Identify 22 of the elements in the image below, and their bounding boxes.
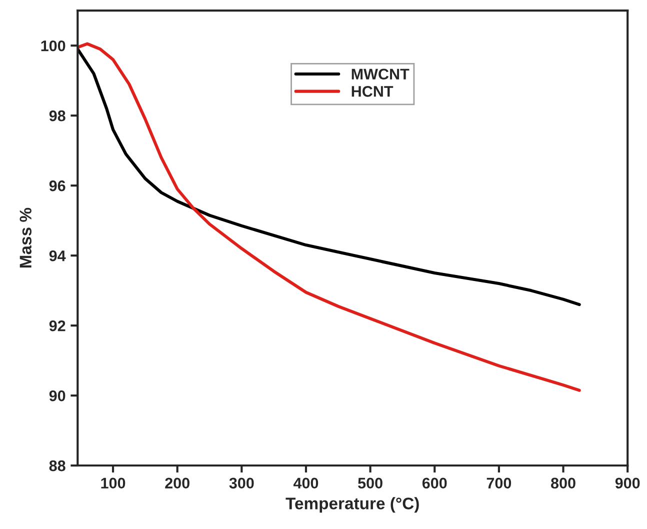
x-tick-label: 800: [551, 478, 576, 489]
y-tick-label: 88: [49, 460, 66, 472]
x-tick-label: 100: [101, 478, 126, 489]
x-tick-label: 200: [165, 478, 190, 489]
y-tick-label: 92: [49, 320, 66, 332]
y-tick-label: 90: [49, 390, 66, 402]
x-tick-label: 600: [422, 478, 447, 489]
legend-label: MWCNT: [352, 68, 410, 80]
y-tick-label: 96: [49, 180, 66, 192]
y-tick-label: 94: [49, 250, 66, 262]
x-tick-label: 500: [358, 478, 382, 489]
line-series: [78, 42, 581, 392]
legend-label: HCNT: [352, 86, 394, 97]
y-axis-title: Mass %: [20, 208, 32, 268]
y-tick-label: 98: [49, 110, 66, 122]
x-axis-title: Temperature (°C): [286, 497, 419, 513]
x-tick-label: 300: [229, 478, 254, 489]
y-tick-label: 100: [41, 40, 66, 52]
x-tick-label: 700: [486, 478, 512, 489]
line-series: [78, 48, 581, 306]
x-tick-label: 900: [615, 478, 640, 489]
x-tick-label: 400: [293, 478, 318, 489]
